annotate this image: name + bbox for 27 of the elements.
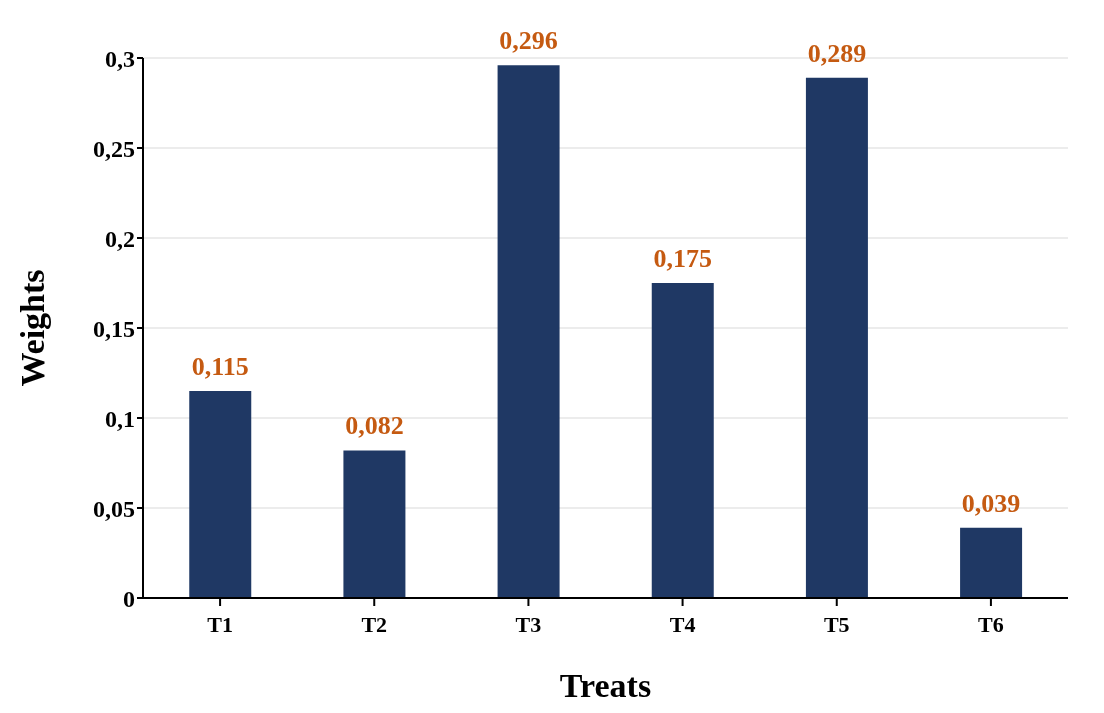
y-tick-label: 0,05 bbox=[93, 495, 135, 522]
bar bbox=[497, 65, 560, 598]
y-tick-label: 0,2 bbox=[105, 225, 135, 252]
x-tick-label: T4 bbox=[669, 611, 696, 637]
data-label: 0,115 bbox=[191, 352, 249, 381]
y-tick-label: 0,25 bbox=[93, 135, 135, 162]
bar bbox=[960, 527, 1023, 598]
y-tick-label: 0 bbox=[123, 585, 135, 612]
x-tick-label: T5 bbox=[823, 611, 850, 637]
x-tick-label: T1 bbox=[207, 611, 233, 637]
data-label: 0,039 bbox=[961, 488, 1021, 518]
data-label: 0,175 bbox=[653, 244, 712, 273]
y-tick-label: 0,1 bbox=[105, 405, 135, 432]
y-axis-title: Weights bbox=[14, 269, 52, 387]
x-tick-label: T3 bbox=[515, 611, 542, 637]
data-label: 0,082 bbox=[345, 411, 404, 441]
data-label: 0,289 bbox=[807, 38, 867, 68]
x-tick-label: T6 bbox=[978, 611, 1004, 637]
bar bbox=[343, 450, 406, 598]
bar bbox=[651, 283, 714, 598]
bar bbox=[189, 391, 252, 598]
data-label: 0,296 bbox=[499, 26, 558, 56]
bar bbox=[805, 77, 868, 598]
y-tick-label: 0,15 bbox=[93, 315, 135, 342]
y-tick-label: 0,3 bbox=[105, 45, 135, 72]
x-tick-label: T2 bbox=[361, 611, 388, 637]
x-axis-title: Treats bbox=[559, 667, 652, 704]
